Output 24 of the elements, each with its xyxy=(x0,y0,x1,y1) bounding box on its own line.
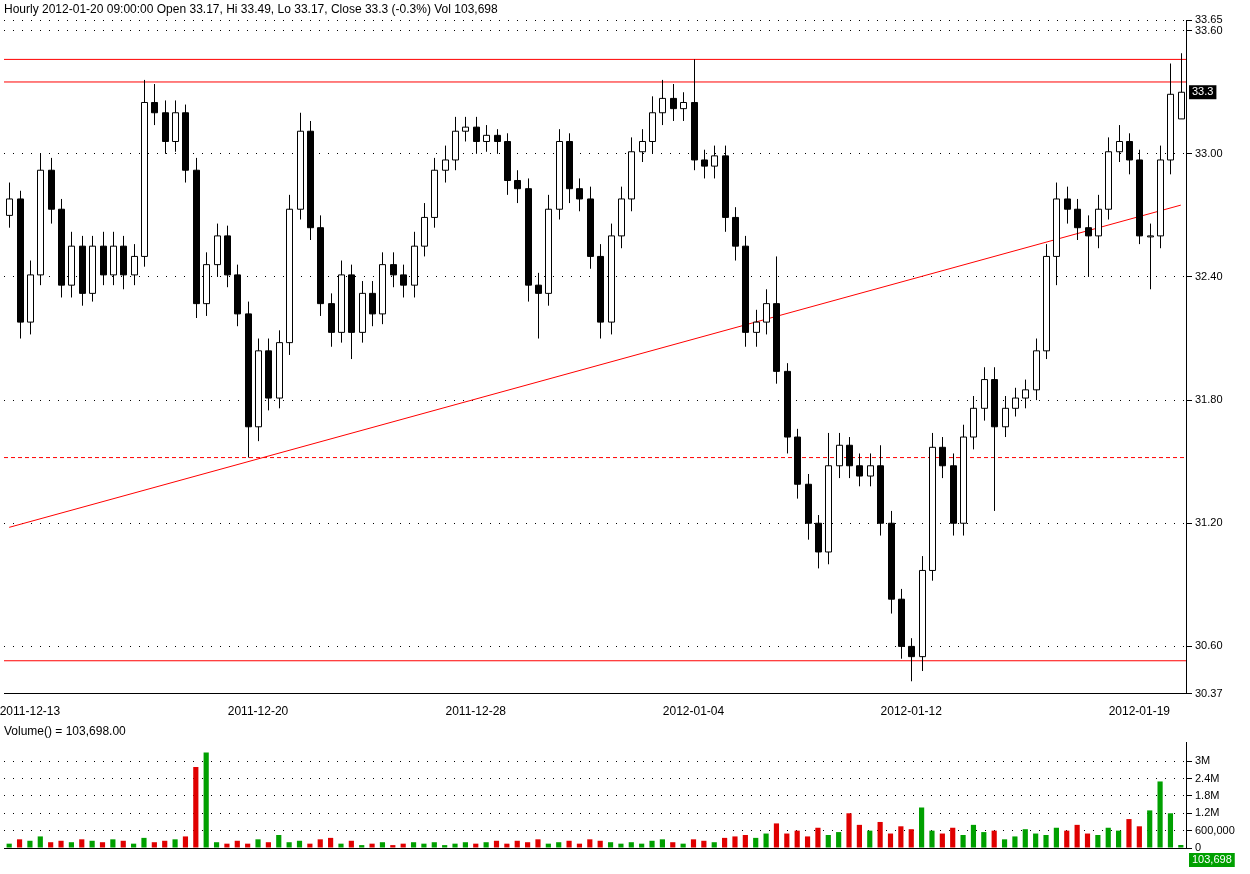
y-tick-label: 1.8M xyxy=(1195,788,1220,801)
y-tick-label: 1.2M xyxy=(1195,806,1220,819)
chart-title: Hourly 2012-01-20 09:00:00 Open 33.17, Hi 33.49, Lo 33.17, Close 33.3 (-0.3%) Vol 103,698 xyxy=(4,1,498,16)
y-tick-label: 600,000 xyxy=(1195,823,1235,836)
y-tick-label: 31.20 xyxy=(1195,516,1223,529)
x-tick-label: 2011-12-28 xyxy=(445,704,507,719)
y-tick-label: 33.00 xyxy=(1195,146,1223,159)
text: 33.3 xyxy=(1192,85,1214,98)
y-tick-label: 3M xyxy=(1195,754,1211,767)
y-tick-label: 0 xyxy=(1195,841,1202,854)
x-tick-label: 2012-01-12 xyxy=(880,704,943,719)
y-tick-label: 32.40 xyxy=(1195,269,1223,282)
y-tick-label: 30.60 xyxy=(1195,639,1223,652)
y-tick-label: 33.60 xyxy=(1195,23,1223,36)
x-tick-label: 2012-01-19 xyxy=(1108,704,1171,719)
x-tick-label: 2012-01-04 xyxy=(662,704,725,719)
y-tick-label: 2.4M xyxy=(1195,771,1220,784)
text: 103,698 xyxy=(1192,853,1232,866)
y-tick-label: 33.65 xyxy=(1195,13,1223,26)
y-tick-label: 30.37 xyxy=(1195,686,1223,699)
x-tick-label: 2011-12-20 xyxy=(227,704,289,719)
x-tick-label: 2011-12-13 xyxy=(0,704,61,719)
chart-title: Volume() = 103,698.00 xyxy=(4,723,127,738)
y-tick-label: 31.80 xyxy=(1195,393,1223,406)
